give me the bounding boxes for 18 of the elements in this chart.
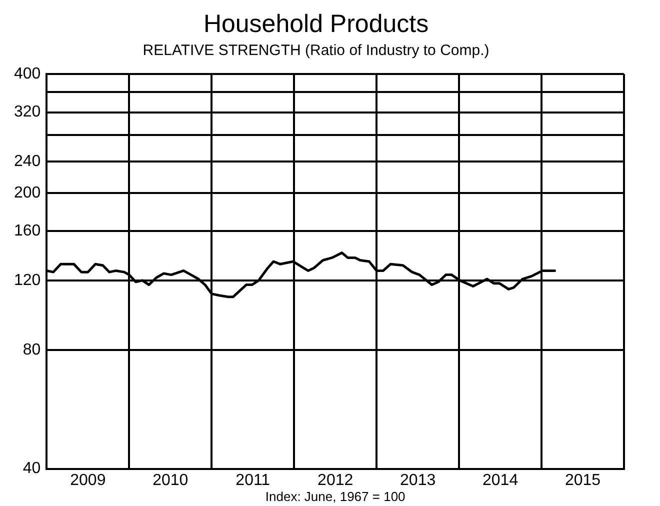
y-tick-label: 320 [14,104,41,121]
y-tick-label: 200 [14,184,41,202]
chart-subtitle: RELATIVE STRENGTH (Ratio of Industry to Comp.) [142,42,490,60]
y-tick-label: 40 [22,460,41,478]
y-tick-label: 80 [22,341,41,358]
y-tick-label: 160 [14,222,41,240]
y-tick-label: 120 [14,272,41,289]
y-tick-label: 400 [14,65,41,82]
chart-title: Household Products [203,10,429,38]
x-tick-label: 2014 [482,472,518,489]
text: Index: June, 1967 = 100 [265,489,406,504]
x-tick-label: 2015 [564,472,601,489]
x-tick-label: 2009 [70,472,106,489]
x-tick-label: 2010 [152,472,188,489]
x-tick-label: 2013 [400,472,436,489]
x-tick-label: 2012 [318,472,354,489]
y-tick-label: 240 [14,152,41,170]
x-tick-label: 2011 [236,472,270,489]
